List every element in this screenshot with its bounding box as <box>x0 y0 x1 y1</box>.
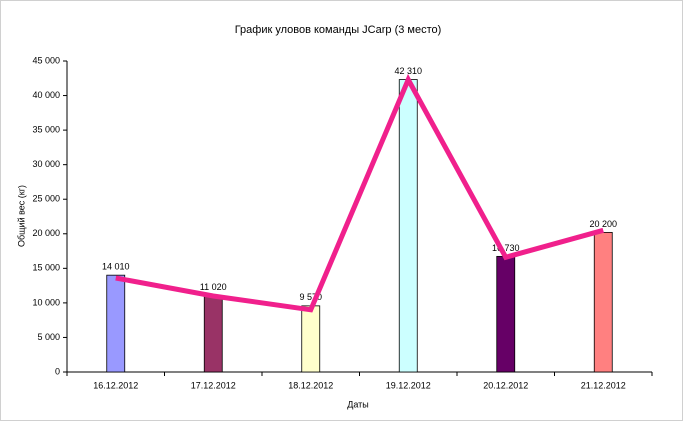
bar <box>593 231 613 373</box>
x-tick-label: 16.12.2012 <box>93 380 138 390</box>
value-label: 42 310 <box>394 66 422 76</box>
y-tick-label: 35 000 <box>32 124 60 134</box>
x-tick-label: 19.12.2012 <box>386 380 431 390</box>
y-tick-label: 15 000 <box>32 263 60 273</box>
y-tick-label: 5 000 <box>37 332 60 342</box>
y-tick-label: 20 000 <box>32 228 60 238</box>
bar <box>301 305 321 373</box>
y-tick-label: 30 000 <box>32 159 60 169</box>
y-tick-label: 40 000 <box>32 90 60 100</box>
value-label: 11 020 <box>200 282 227 292</box>
chart-title: График уловов команды JCarp (3 место) <box>235 24 442 36</box>
value-label: 20 200 <box>589 219 617 229</box>
value-label: 14 010 <box>102 262 130 272</box>
y-axis-label: Общий вес (кг) <box>16 185 26 247</box>
bar <box>203 295 223 373</box>
line <box>115 73 604 313</box>
x-axis-label: Даты <box>347 399 369 409</box>
bar <box>106 274 126 373</box>
x-tick-label: 17.12.2012 <box>191 380 236 390</box>
x-tick-label: 18.12.2012 <box>288 380 333 390</box>
y-tick-label: 10 000 <box>32 297 60 307</box>
value-label: 16 730 <box>492 243 520 253</box>
y-tick-label: 25 000 <box>32 194 60 204</box>
y-tick-label: 0 <box>55 366 60 376</box>
x-tick-label: 21.12.2012 <box>581 380 626 390</box>
value-label: 9 570 <box>299 292 322 302</box>
bar <box>496 255 516 373</box>
bar <box>398 79 418 373</box>
y-tick-label: 45 000 <box>32 55 60 65</box>
x-tick-label: 20.12.2012 <box>483 380 528 390</box>
